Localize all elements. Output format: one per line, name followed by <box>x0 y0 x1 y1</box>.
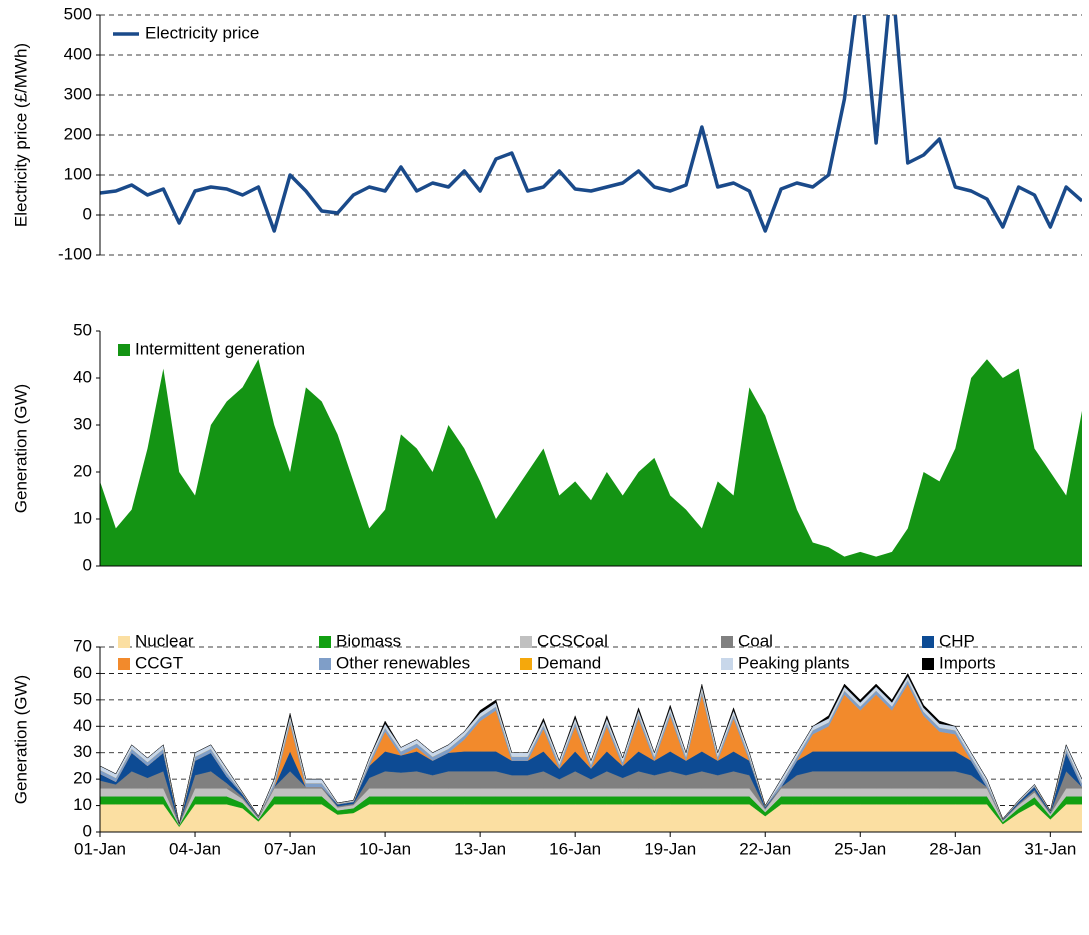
y-tick-label: 100 <box>64 164 92 183</box>
y-tick-label: 0 <box>83 555 92 574</box>
y-tick-label: 60 <box>73 663 92 682</box>
y-tick-label: 400 <box>64 44 92 63</box>
legend-label: Intermittent generation <box>135 339 305 358</box>
x-tick-label: 01-Jan <box>74 839 126 858</box>
x-tick-label: 07-Jan <box>264 839 316 858</box>
x-tick-label: 31-Jan <box>1024 839 1076 858</box>
x-tick-label: 22-Jan <box>739 839 791 858</box>
x-tick-label: 04-Jan <box>169 839 221 858</box>
area <box>100 359 1082 566</box>
y-tick-label: 0 <box>83 204 92 223</box>
y-tick-label: 200 <box>64 124 92 143</box>
y-tick-label: 50 <box>73 689 92 708</box>
stacked-area <box>100 673 1082 825</box>
legend-swatch <box>118 658 130 670</box>
y-axis-title: Generation (GW) <box>11 384 30 513</box>
y-tick-label: 50 <box>73 320 92 339</box>
legend-swatch <box>922 636 934 648</box>
legend-label: Biomass <box>336 631 401 650</box>
x-tick-label: 28-Jan <box>929 839 981 858</box>
y-tick-label: 40 <box>73 716 92 735</box>
y-tick-label: 10 <box>73 795 92 814</box>
price-line <box>100 15 1082 233</box>
x-tick-label: 10-Jan <box>359 839 411 858</box>
y-tick-label: 20 <box>73 769 92 788</box>
legend-label: Peaking plants <box>738 653 850 672</box>
legend-label: Demand <box>537 653 601 672</box>
y-axis-title: Electricity price (£/MWh) <box>11 43 30 227</box>
x-tick-label: 25-Jan <box>834 839 886 858</box>
legend-swatch <box>520 636 532 648</box>
y-tick-label: 30 <box>73 414 92 433</box>
y-axis-title: Generation (GW) <box>11 675 30 804</box>
legend-swatch <box>118 344 130 356</box>
legend-label: CHP <box>939 631 975 650</box>
legend-label: Other renewables <box>336 653 470 672</box>
y-tick-label: 0 <box>83 821 92 840</box>
legend-swatch <box>319 636 331 648</box>
legend-swatch <box>721 636 733 648</box>
legend-label: Electricity price <box>145 23 259 42</box>
x-tick-label: 13-Jan <box>454 839 506 858</box>
x-tick-label: 19-Jan <box>644 839 696 858</box>
y-tick-label: 40 <box>73 367 92 386</box>
legend-label: Nuclear <box>135 631 194 650</box>
y-tick-label: 500 <box>64 4 92 23</box>
y-tick-label: 70 <box>73 636 92 655</box>
y-tick-label: 20 <box>73 461 92 480</box>
plot <box>100 359 1082 566</box>
legend-label: Imports <box>939 653 996 672</box>
legend-label: Coal <box>738 631 773 650</box>
legend-swatch <box>922 658 934 670</box>
y-tick-label: 300 <box>64 84 92 103</box>
legend-swatch <box>721 658 733 670</box>
y-tick-label: 30 <box>73 742 92 761</box>
legend-swatch <box>520 658 532 670</box>
legend-swatch <box>118 636 130 648</box>
x-tick-label: 16-Jan <box>549 839 601 858</box>
plot <box>100 15 1082 233</box>
y-tick-label: -100 <box>58 244 92 263</box>
plot <box>100 673 1082 832</box>
y-tick-label: 10 <box>73 508 92 527</box>
legend-label: CCGT <box>135 653 183 672</box>
legend-swatch <box>319 658 331 670</box>
legend-label: CCSCoal <box>537 631 608 650</box>
